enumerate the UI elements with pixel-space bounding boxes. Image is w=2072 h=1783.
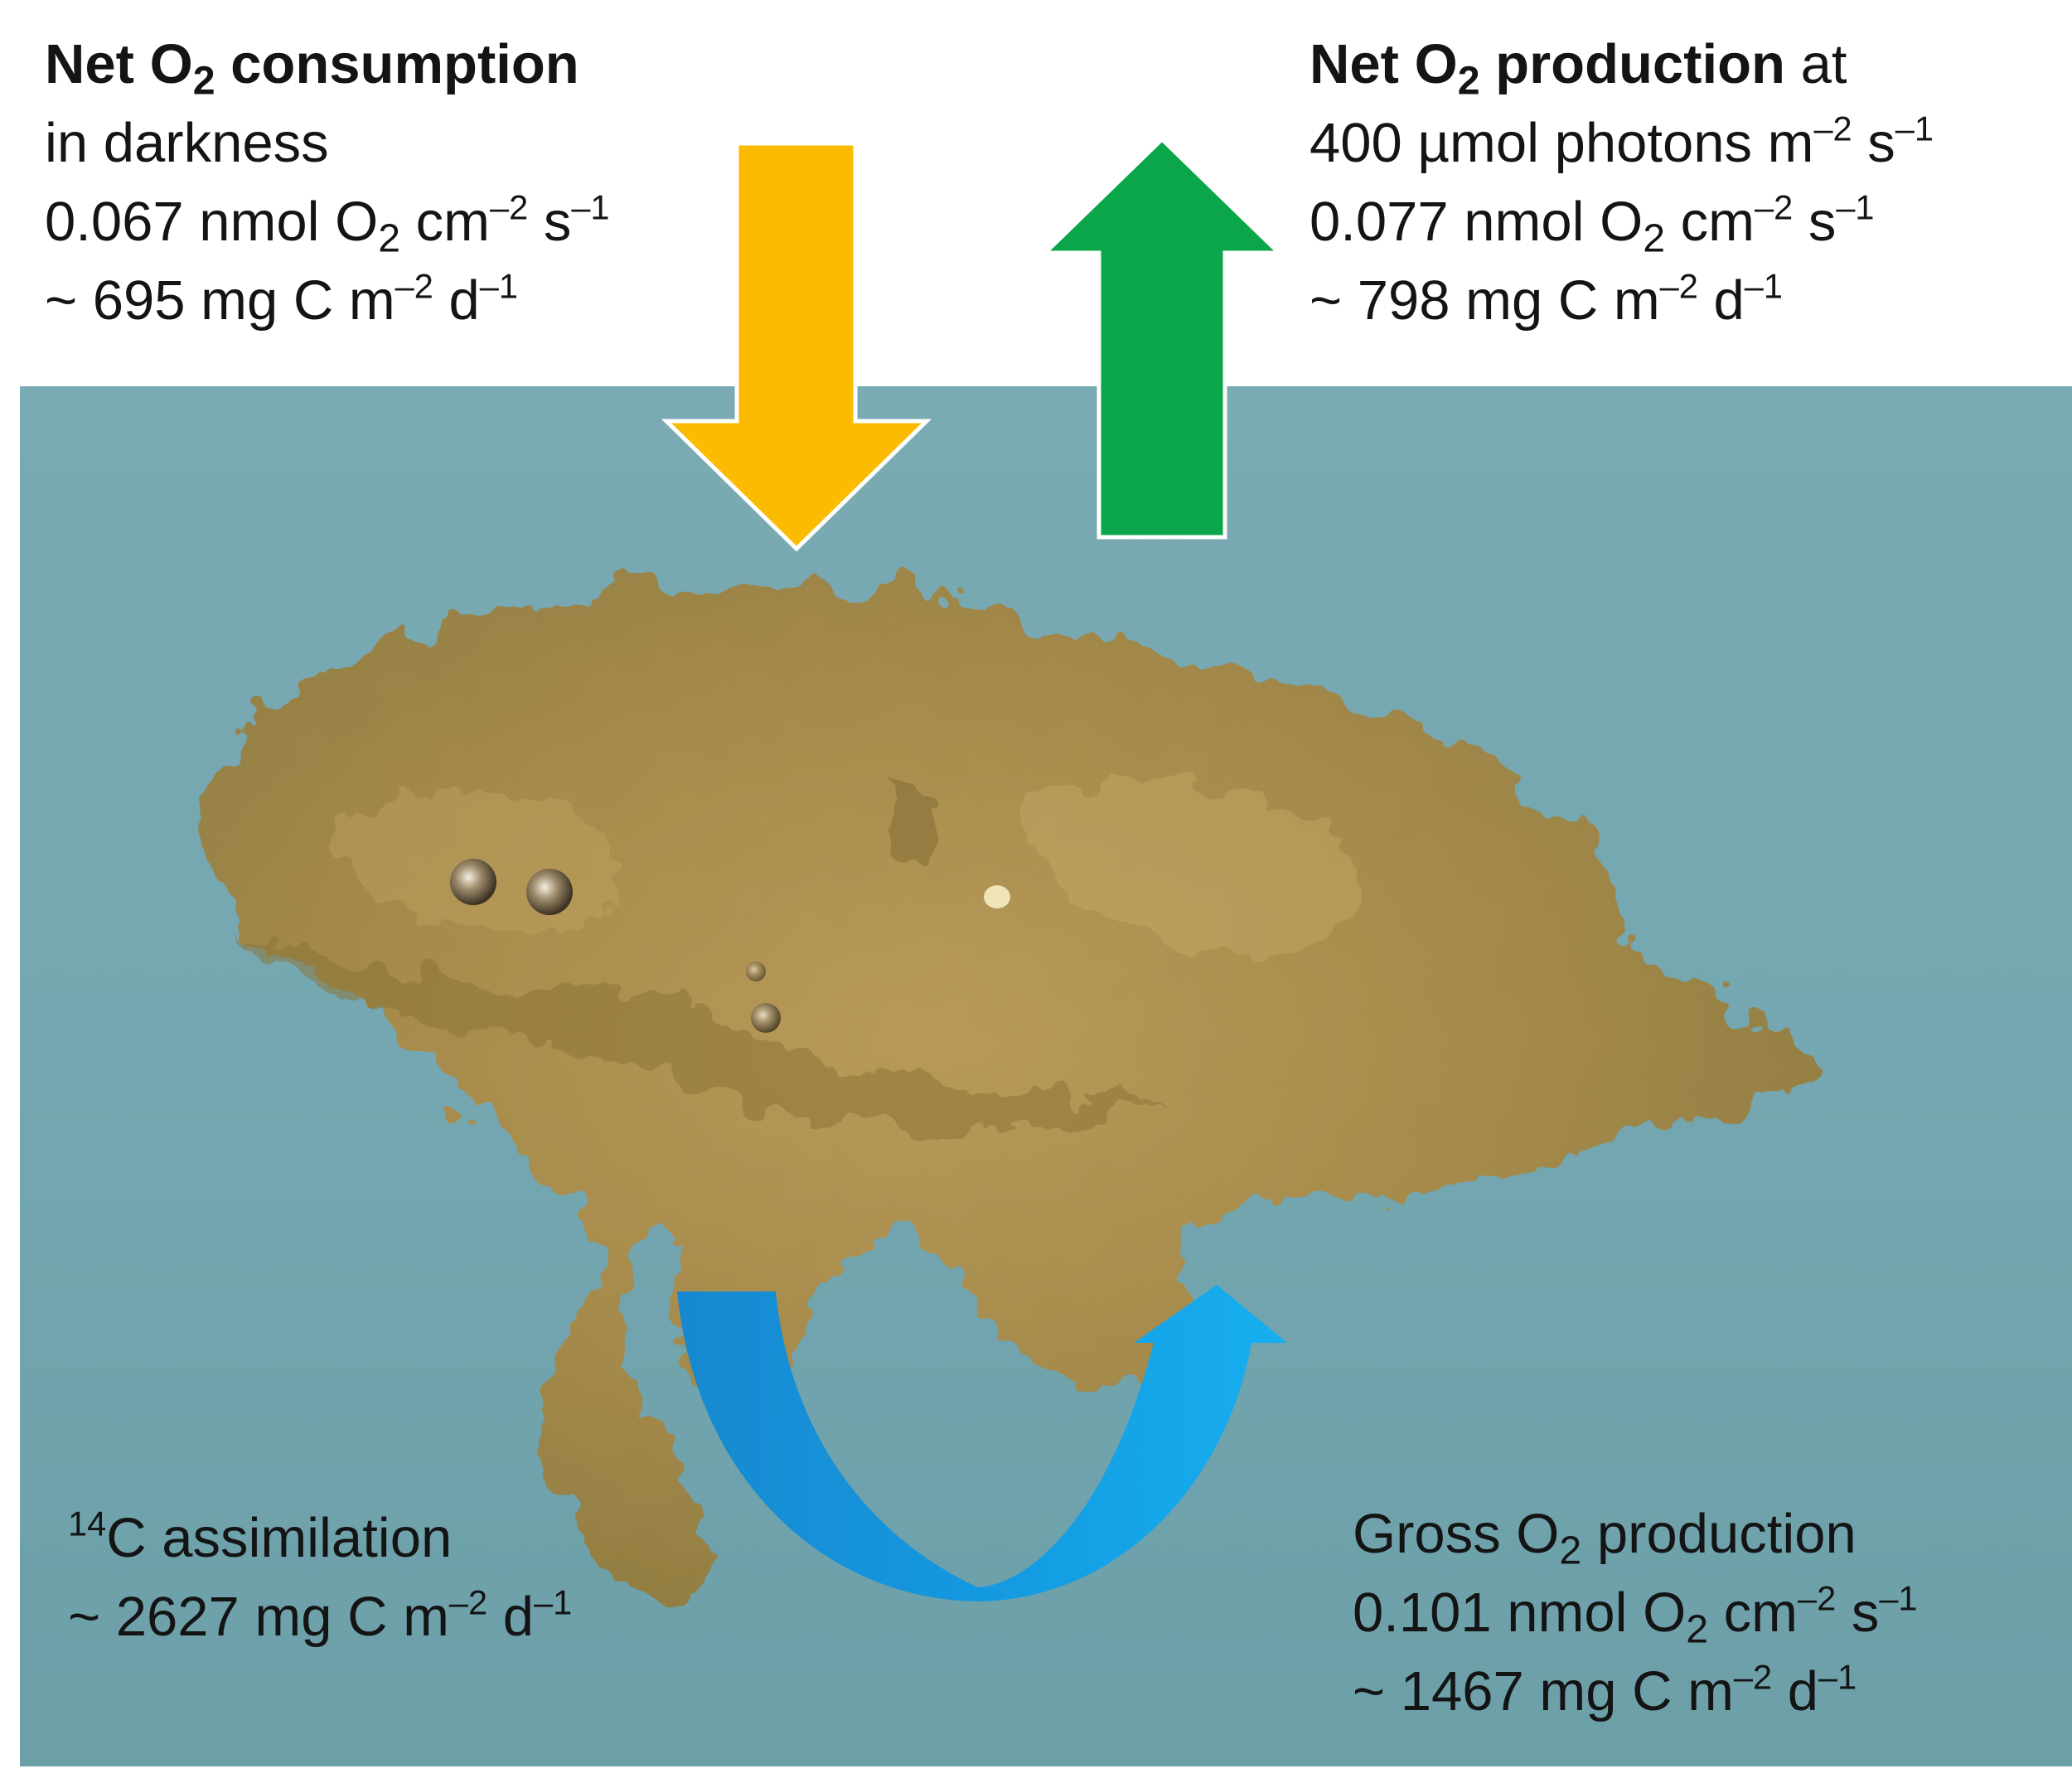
- net-production-light: 400 µmol photons m–2 s–1: [1310, 109, 1934, 174]
- gross-production-rate: 0.101 nmol O2 cm–2 s–1: [1353, 1578, 1918, 1652]
- c14-assimilation-label: 14C assimilation ~ 2627 mg C m–2 d–1: [68, 1499, 572, 1656]
- net-production-rate: 0.077 nmol O2 cm–2 s–1: [1310, 187, 1875, 261]
- bubbles: [450, 859, 1010, 1033]
- net-production-carbon: ~ 798 mg C m–2 d–1: [1310, 266, 1783, 332]
- marine-aggregate: [199, 578, 1823, 1601]
- production-arrow: [1039, 136, 1285, 540]
- consumption-arrow: [661, 141, 932, 552]
- cycle-arrow: [677, 1285, 1287, 1601]
- net-consumption-carbon: ~ 695 mg C m–2 d–1: [45, 266, 518, 332]
- net-production-title: Net O2 production at: [1310, 33, 1847, 104]
- gross-production-carbon: ~ 1467 mg C m–2 d–1: [1353, 1657, 1857, 1722]
- net-consumption-condition: in darkness: [45, 112, 329, 174]
- net-consumption-rate: 0.067 nmol O2 cm–2 s–1: [45, 187, 610, 261]
- gross-production-title: Gross O2 production: [1353, 1503, 1857, 1573]
- c14-assimilation-carbon: ~ 2627 mg C m–2 d–1: [68, 1582, 573, 1648]
- net-production-label: Net O2 production at 400 µmol photons m–…: [1310, 25, 1934, 340]
- c14-assimilation-title: 14C assimilation: [68, 1504, 453, 1569]
- gross-production-label: Gross O2 production 0.101 nmol O2 cm–2 s…: [1353, 1495, 1918, 1731]
- net-consumption-title: Net O2 consumption: [45, 33, 579, 104]
- net-consumption-label: Net O2 consumption in darkness 0.067 nmo…: [45, 25, 610, 340]
